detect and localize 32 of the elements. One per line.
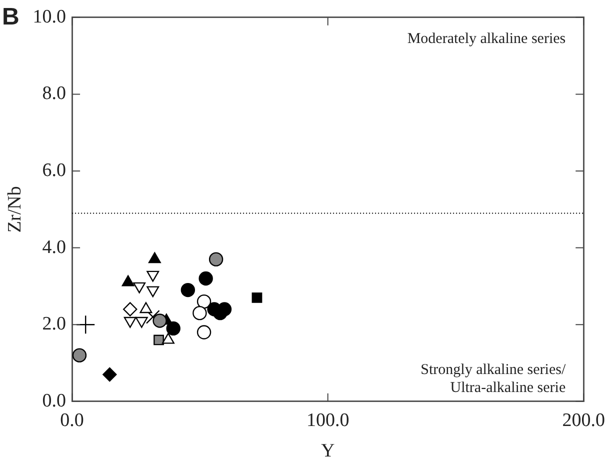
x-tick-label: 200.0 (562, 410, 605, 431)
y-tick-label: 6.0 (42, 160, 66, 181)
annotation: Strongly alkaline series/ Ultra-alkaline serie (420, 362, 566, 396)
x-axis-title: Y (320, 440, 335, 462)
point (166, 321, 180, 336)
text: B (2, 4, 20, 31)
point (208, 252, 224, 266)
point (72, 348, 87, 362)
point (154, 334, 164, 346)
point (148, 252, 161, 264)
y-tick-label: 8.0 (42, 83, 66, 104)
y-tick-label: 2.0 (42, 314, 66, 335)
point (146, 310, 160, 324)
point (217, 302, 232, 316)
point (152, 314, 167, 328)
y-tick-label: 0.0 (42, 390, 66, 412)
x-tick-label: 100.0 (306, 410, 350, 431)
y-tick-label: 10.0 (32, 6, 66, 28)
point (192, 306, 207, 320)
point (123, 302, 138, 316)
point (196, 294, 212, 309)
point (102, 367, 117, 382)
point (196, 325, 212, 340)
y-tick-label: 4.0 (42, 236, 66, 258)
y-axis-title: Zr/Nb (4, 186, 26, 233)
x-tick-label: 0.0 (60, 410, 84, 431)
point (252, 292, 262, 303)
point (140, 302, 152, 314)
point (198, 271, 213, 286)
annotation: Moderately alkaline series (407, 30, 566, 47)
point (122, 275, 134, 286)
point (180, 282, 196, 298)
